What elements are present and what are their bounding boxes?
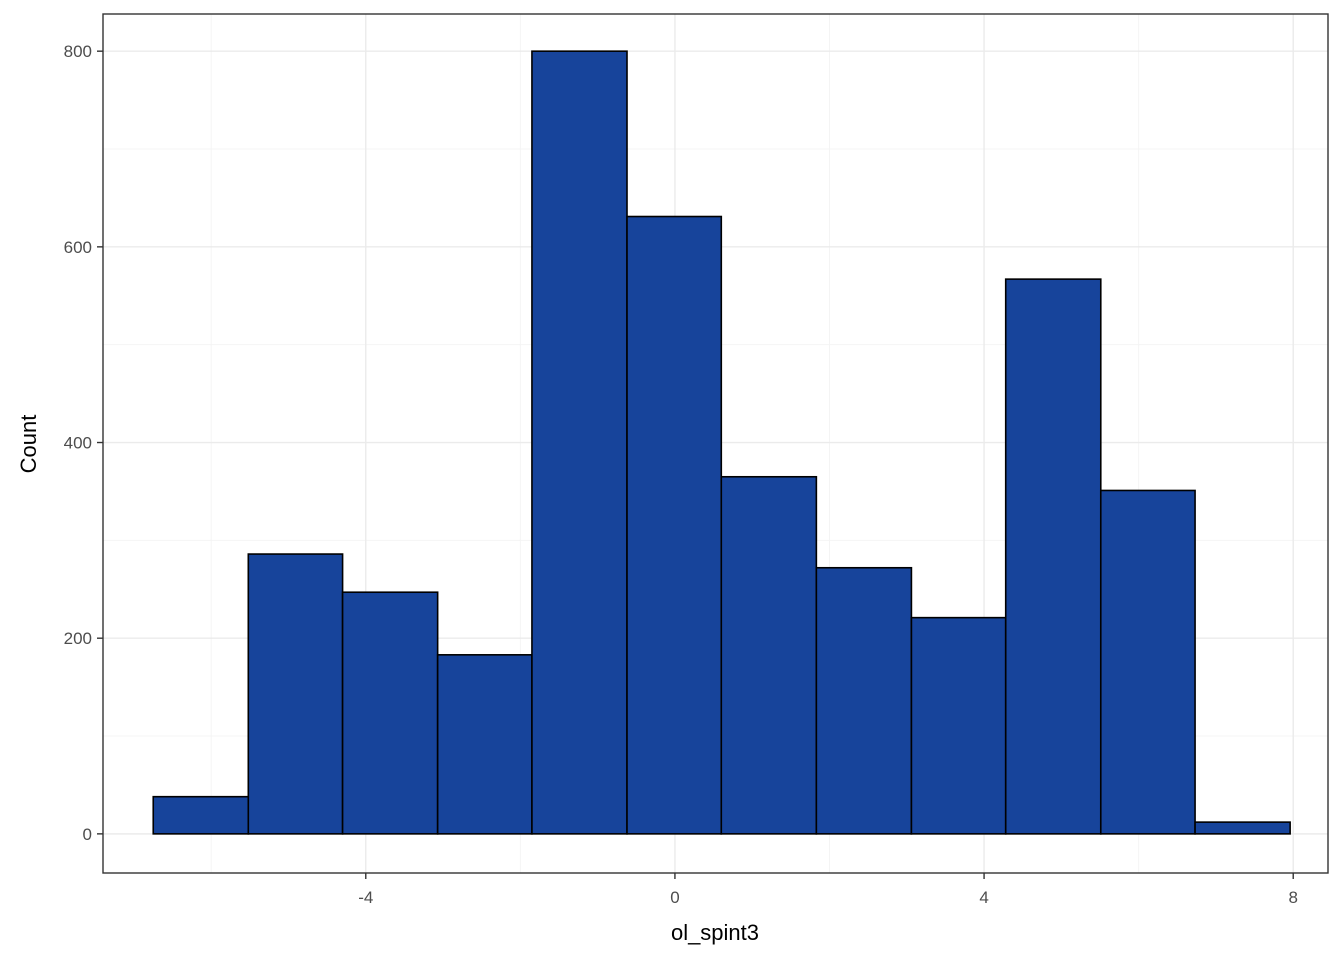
panel-border	[102, 13, 1329, 874]
histogram-bar-6	[626, 215, 723, 835]
histogram-bar-2	[247, 553, 344, 835]
y-tick-label: 400	[64, 434, 92, 453]
histogram-bar-11	[1099, 489, 1196, 835]
y-tick-label: 600	[64, 238, 92, 257]
y-tick-label: 200	[64, 629, 92, 648]
histogram-bar-7	[720, 475, 818, 835]
y-axis-title: Count	[16, 415, 41, 474]
y-tick-label: 800	[64, 42, 92, 61]
x-axis-ticks: -4 0 4 8	[358, 873, 1298, 907]
histogram-bars	[152, 50, 1291, 835]
histogram-bar-3	[341, 591, 439, 835]
histogram-bar-9	[910, 616, 1007, 835]
y-tick-label: 0	[83, 825, 92, 844]
histogram-bar-5	[531, 50, 628, 835]
x-tick-label: 0	[670, 888, 679, 907]
histogram-bar-8	[815, 566, 913, 835]
x-axis-title: ol_spint3	[671, 920, 759, 945]
x-tick-label: 4	[979, 888, 988, 907]
x-tick-label: -4	[358, 888, 373, 907]
histogram-bar-4	[436, 654, 533, 835]
x-tick-label: 8	[1288, 888, 1297, 907]
y-axis-ticks: 0 200 400 600 800	[64, 42, 103, 844]
histogram-bar-1	[152, 795, 250, 835]
histogram-bar-10	[1004, 278, 1102, 835]
histogram-bar-12	[1194, 821, 1291, 835]
